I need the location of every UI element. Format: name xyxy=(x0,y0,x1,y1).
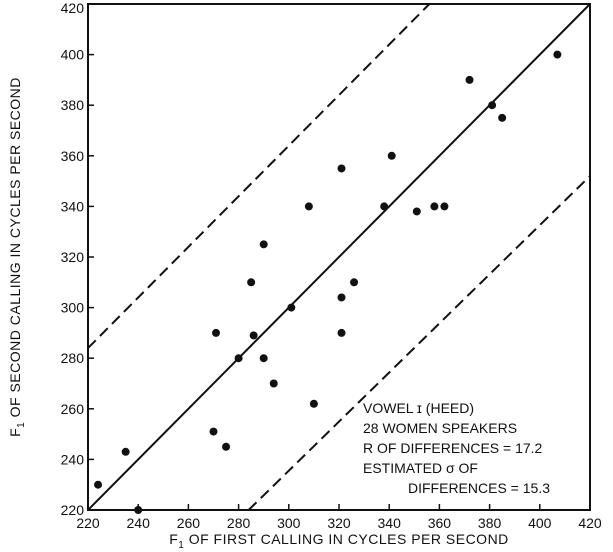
y-tick-label: 400 xyxy=(61,47,85,63)
data-point xyxy=(350,278,359,287)
data-point xyxy=(209,427,218,436)
annotation-line-2: 28 WOMEN SPEAKERS xyxy=(363,420,517,436)
data-point xyxy=(287,303,296,312)
data-point xyxy=(212,328,221,337)
annotation-line-3: R OF DIFFERENCES = 17.2 xyxy=(363,440,543,456)
data-point xyxy=(465,75,474,84)
x-tick-label: 300 xyxy=(277,515,301,531)
x-tick-label: 220 xyxy=(76,515,100,531)
y-tick-label: 340 xyxy=(61,198,85,214)
y-tick-label: 360 xyxy=(61,148,85,164)
y-axis-label: F1 OF SECOND CALLING IN CYCLES PER SECON… xyxy=(7,77,27,437)
x-tick-label: 260 xyxy=(177,515,201,531)
x-tick-label: 280 xyxy=(227,515,251,531)
upper-bound-line xyxy=(87,3,431,349)
y-tick-label: 260 xyxy=(61,401,85,417)
x-tick-label: 400 xyxy=(528,515,552,531)
x-axis-label: F1 OF FIRST CALLING IN CYCLES PER SECOND xyxy=(169,531,509,551)
x-tick-label: 340 xyxy=(378,515,402,531)
data-point xyxy=(387,151,396,160)
data-point xyxy=(222,442,231,451)
x-axis-ticks: 220 240 260 280 300 320 340 360 380 400 420 xyxy=(76,504,602,531)
data-point xyxy=(259,354,268,363)
y-tick-label: 420 xyxy=(61,0,85,16)
data-point xyxy=(412,207,421,216)
annotation-box: VOWEL ɪ (HEED) 28 WOMEN SPEAKERS R OF DI… xyxy=(363,400,550,496)
lower-bound-line xyxy=(247,175,591,511)
data-point xyxy=(121,447,130,456)
x-tick-label: 320 xyxy=(327,515,351,531)
y-tick-label: 300 xyxy=(61,300,85,316)
y-tick-label: 380 xyxy=(61,97,85,113)
x-axis-label-subscript: 1 xyxy=(178,540,184,551)
annotation-line-1: VOWEL ɪ (HEED) xyxy=(363,400,474,416)
data-point xyxy=(247,278,256,287)
annotation-line-5: DIFFERENCES = 15.3 xyxy=(408,480,550,496)
x-tick-label: 240 xyxy=(127,515,151,531)
y-tick-label: 220 xyxy=(61,502,85,518)
annotation-line-4: ESTIMATED σ OF xyxy=(363,460,478,476)
y-tick-label: 240 xyxy=(61,451,85,467)
equality-line xyxy=(87,3,591,511)
y-tick-label: 320 xyxy=(61,249,85,265)
data-point xyxy=(553,50,562,59)
data-point xyxy=(380,202,389,211)
data-point xyxy=(234,354,243,363)
data-point xyxy=(309,399,318,408)
y-axis-label-subscript: 1 xyxy=(16,422,27,428)
data-point xyxy=(337,293,346,302)
data-point xyxy=(488,101,497,110)
data-point xyxy=(337,328,346,337)
data-point xyxy=(249,331,258,340)
y-tick-label: 280 xyxy=(61,350,85,366)
data-point xyxy=(337,164,346,173)
x-tick-label: 420 xyxy=(578,515,602,531)
data-point xyxy=(94,480,103,489)
data-point xyxy=(440,202,449,211)
reference-lines xyxy=(87,3,591,511)
data-point xyxy=(498,113,507,122)
y-axis-ticks: 220 240 260 280 300 320 340 360 380 400 420 xyxy=(61,0,94,518)
data-point xyxy=(259,240,268,249)
data-point xyxy=(269,379,278,388)
x-tick-label: 360 xyxy=(428,515,452,531)
data-points xyxy=(94,50,562,514)
data-point xyxy=(304,202,313,211)
data-point xyxy=(430,202,439,211)
x-tick-label: 380 xyxy=(478,515,502,531)
